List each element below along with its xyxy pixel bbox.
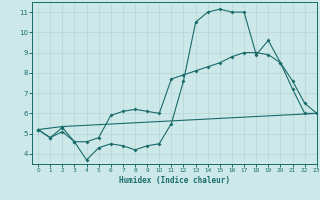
X-axis label: Humidex (Indice chaleur): Humidex (Indice chaleur) (119, 176, 230, 185)
